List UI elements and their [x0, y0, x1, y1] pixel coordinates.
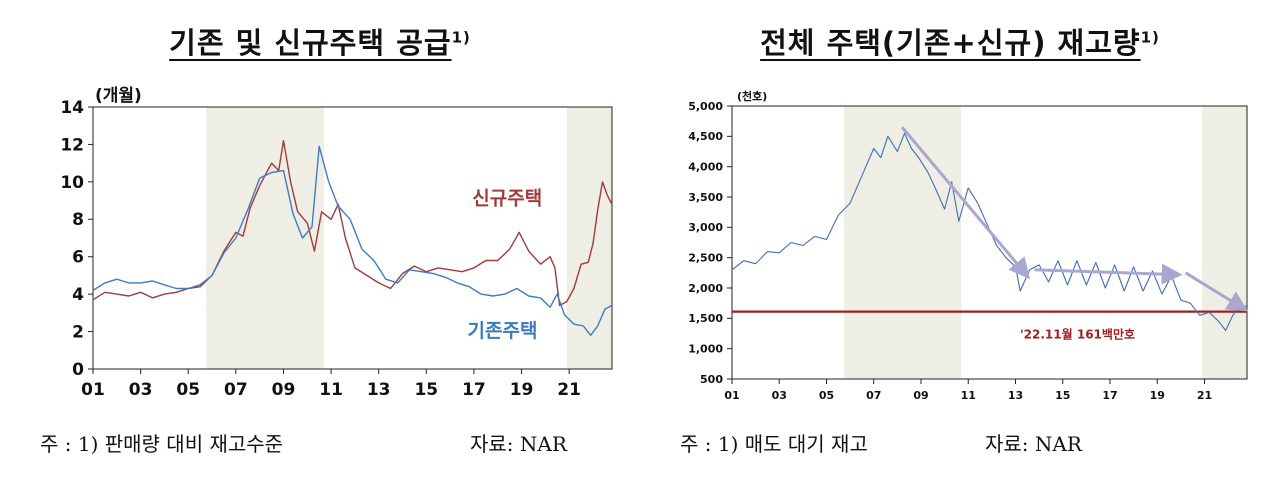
left-chart-title: 기존 및 신규주택 공급1) [0, 20, 640, 62]
x-tick-label-5: 11 [961, 389, 976, 402]
right-panel: 전체 주택(기존+신규) 재고량1) 500 1,000 1,500 2,000 2,5… [640, 0, 1280, 478]
x-tick-label-4: 09 [272, 380, 296, 400]
x-tick-label-3: 07 [224, 380, 248, 400]
left-footnote: 주 : 1) 판매량 대비 재고수준 [40, 432, 284, 456]
x-tick-label-8: 17 [462, 380, 486, 400]
y-tick-label-1: 1,000 [688, 343, 723, 356]
x-tick-label-4: 09 [913, 389, 928, 402]
y-tick-label-6: 12 [60, 135, 84, 155]
right-title-text: 전체 주택(기존+신규) 재고량 [760, 26, 1141, 60]
recession-shade-2 [566, 107, 612, 369]
y-tick-label-2: 4 [72, 285, 84, 305]
y-tick-label-5: 3,000 [688, 221, 723, 234]
x-tick-label-3: 07 [866, 389, 881, 402]
x-tick-label-1: 03 [772, 389, 787, 402]
y-axis-unit: (개월) [95, 86, 142, 106]
y-tick-label-5: 10 [60, 173, 84, 193]
right-footnote: 주 : 1) 매도 대기 재고 [680, 432, 868, 456]
x-tick-label-10: 21 [1197, 389, 1212, 402]
x-tick-label-2: 05 [176, 380, 200, 400]
trend-arrow-1 [900, 126, 1031, 280]
y-tick-label-0: 0 [72, 360, 84, 380]
trend-arrow-3 [1184, 271, 1249, 312]
right-source: 자료: NAR [985, 432, 1082, 456]
y-tick-label-6: 3,500 [688, 191, 723, 204]
plot-area-border [731, 105, 1248, 380]
y-axis-unit: (천호) [737, 89, 767, 103]
series-line-2 [92, 145, 613, 336]
y-tick-label-4: 2,500 [688, 252, 723, 265]
x-tick-label-7: 15 [414, 380, 438, 400]
left-title-footnote: 1) [451, 28, 471, 47]
x-tick-label-0: 01 [724, 389, 739, 402]
series-label-2: 기존주택 [468, 320, 538, 342]
y-tick-label-7: 14 [60, 98, 84, 118]
y-tick-label-2: 1,500 [688, 312, 723, 325]
y-tick-label-3: 2,000 [688, 282, 723, 295]
plot-area-border [92, 106, 613, 370]
x-tick-label-2: 05 [819, 389, 834, 402]
series-label-1: 신규주택 [472, 187, 542, 209]
y-tick-label-4: 8 [72, 210, 84, 230]
recession-shade-1 [206, 107, 324, 369]
right-chart-title: 전체 주택(기존+신규) 재고량1) [640, 20, 1280, 62]
x-tick-label-10: 21 [557, 380, 581, 400]
y-tick-label-8: 4,500 [688, 130, 723, 143]
x-tick-label-1: 03 [129, 380, 153, 400]
left-title-text: 기존 및 신규주택 공급 [169, 26, 452, 60]
reference-line-label: '22.11월 161백만호 [1020, 327, 1135, 342]
recession-shade-1 [844, 106, 962, 379]
y-tick-label-9: 5,000 [688, 100, 723, 113]
x-tick-label-9: 19 [510, 380, 534, 400]
supply-months-chart: 0 2 4 6 8 10 12 14 01 03 05 07 09 11 13 15 17 19 21 (개월) 신규주… [60, 86, 613, 400]
y-tick-label-1: 2 [72, 323, 84, 343]
x-tick-label-9: 19 [1150, 389, 1165, 402]
x-tick-label-8: 17 [1102, 389, 1117, 402]
series-line-1 [92, 140, 613, 307]
left-panel: 기존 및 신규주택 공급1) 0 2 4 6 8 10 12 14 01 03 05 07 09 11 13… [0, 20, 640, 456]
recession-shade-2 [1202, 106, 1247, 379]
x-tick-label-6: 13 [367, 380, 391, 400]
right-title-footnote: 1) [1140, 28, 1160, 47]
y-tick-label-7: 4,000 [688, 161, 723, 174]
y-tick-label-0: 500 [700, 373, 723, 386]
x-tick-label-5: 11 [319, 380, 343, 400]
trend-arrow-2 [1034, 263, 1183, 285]
left-source: 자료: NAR [470, 432, 567, 456]
x-tick-label-0: 01 [81, 380, 105, 400]
y-tick-label-3: 6 [72, 248, 84, 268]
x-tick-label-6: 13 [1008, 389, 1023, 402]
inventory-chart: 500 1,000 1,500 2,000 2,500 3,000 3,500 4,000 4,… [688, 89, 1249, 402]
x-tick-label-7: 15 [1055, 389, 1070, 402]
